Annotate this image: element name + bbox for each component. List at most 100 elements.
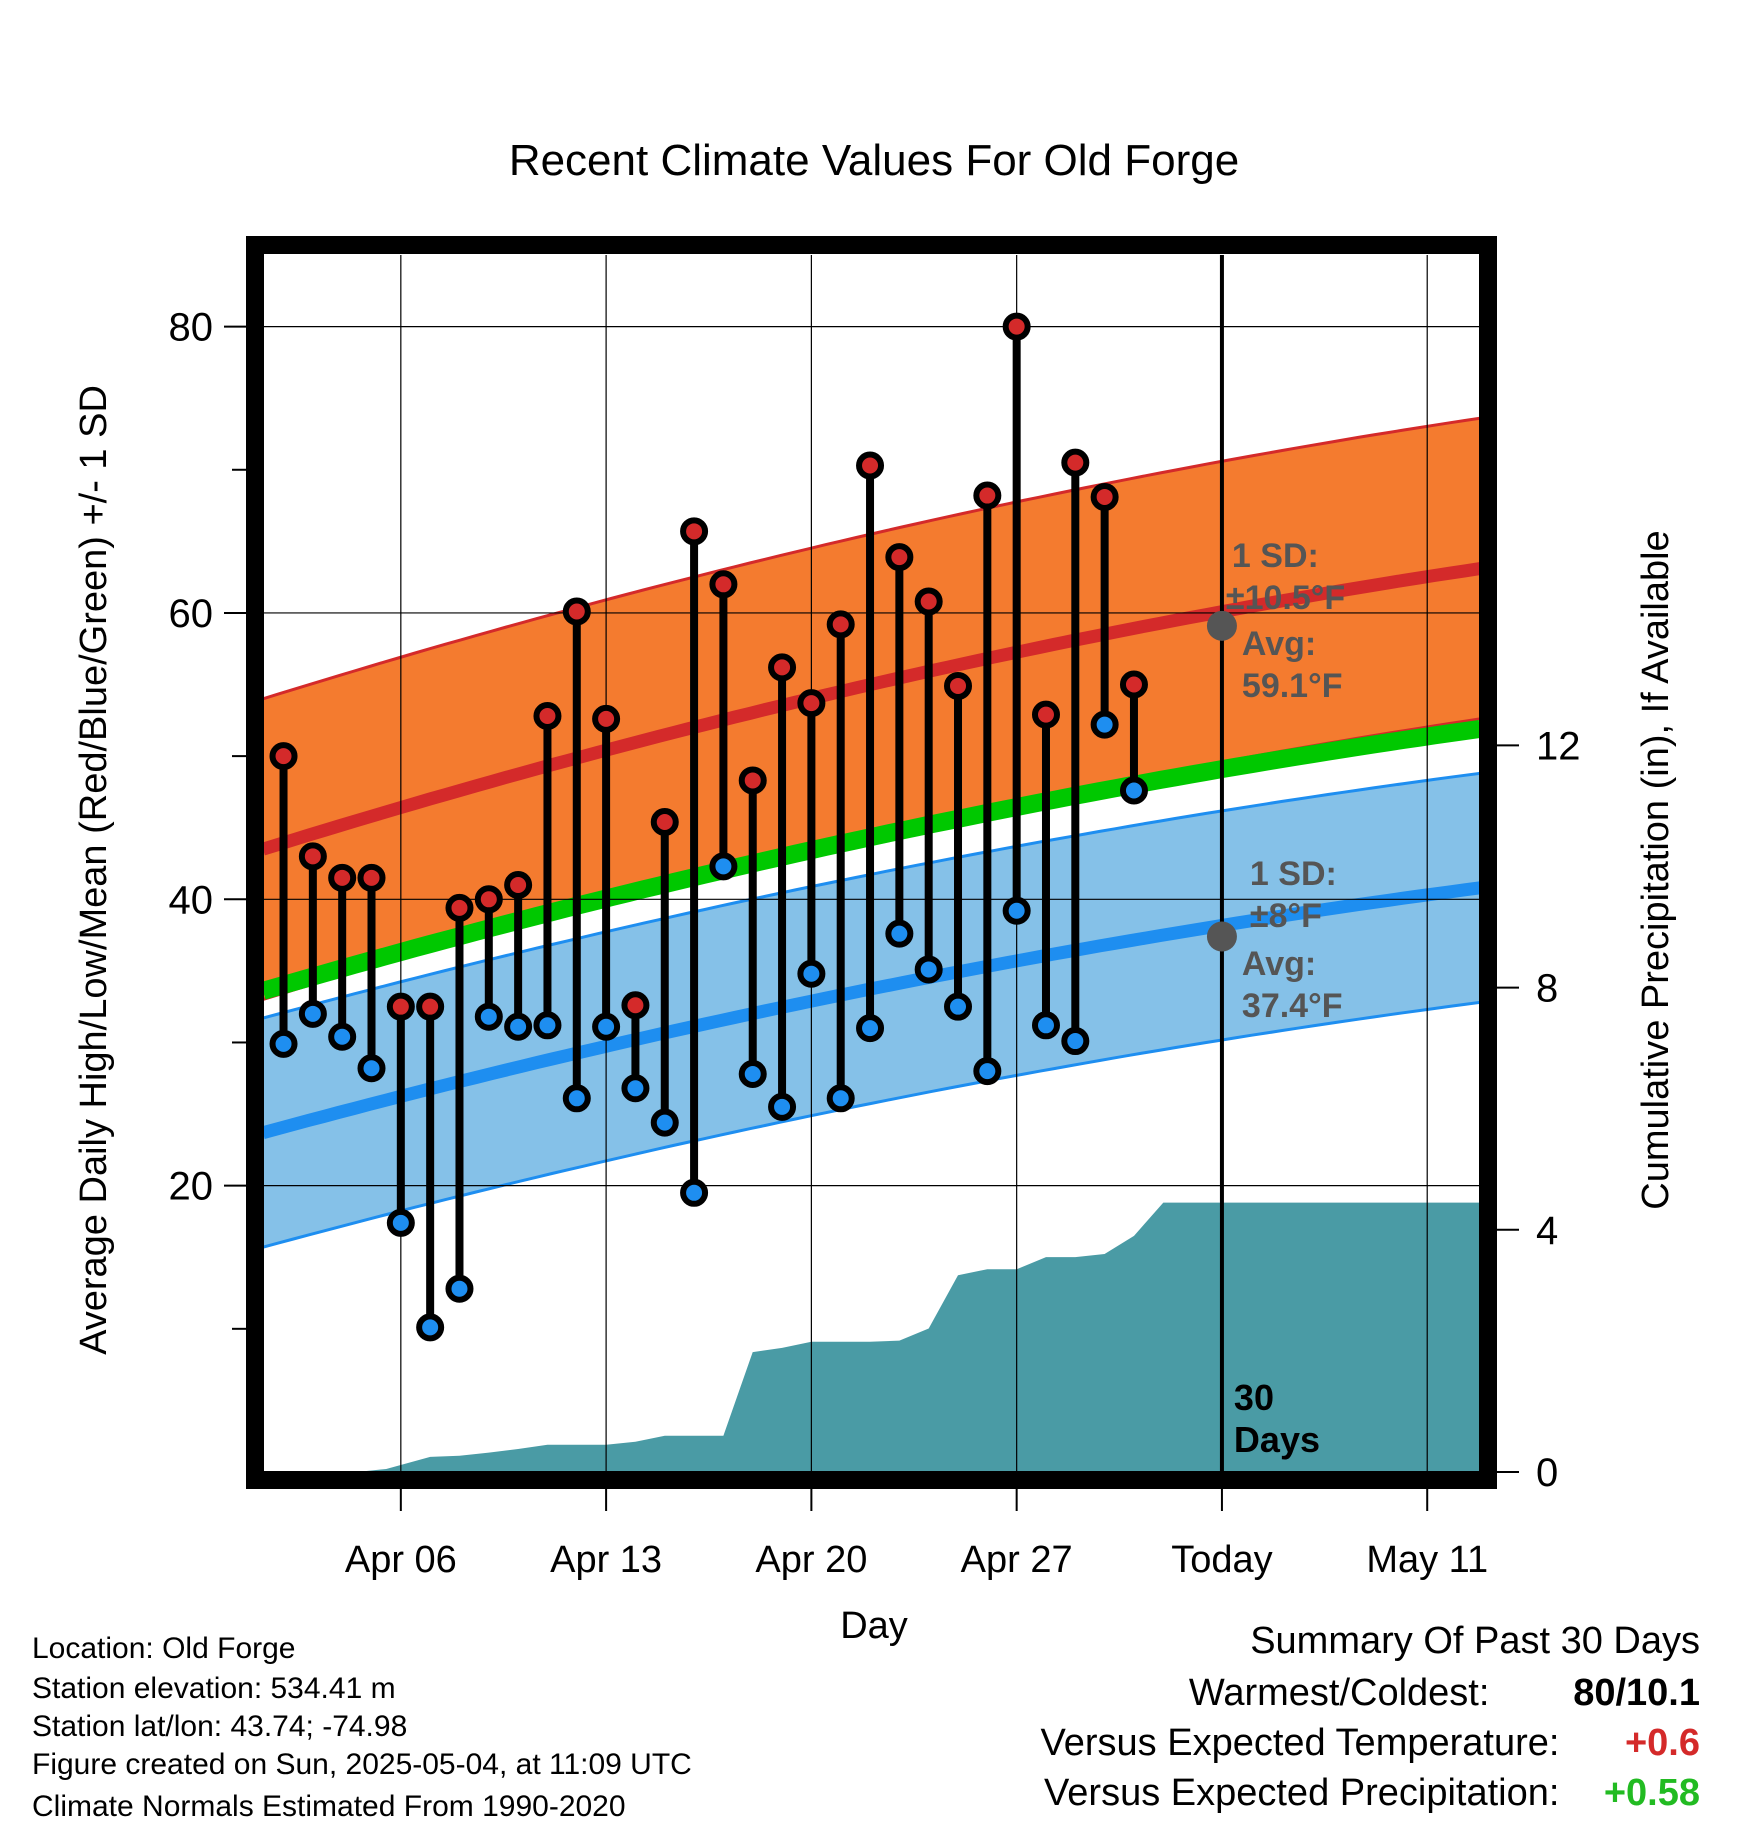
daily-low-dot (269, 1029, 298, 1058)
summary-precip-value: +0.58 (1603, 1772, 1700, 1814)
low-sd-value: ±8°F (1250, 897, 1322, 935)
daily-high-dot (621, 991, 650, 1020)
daily-low-dot (680, 1178, 709, 1207)
today-high-avg-marker (1206, 610, 1237, 641)
daily-low-dot (562, 1084, 591, 1113)
chart-title: Recent Climate Values For Old Forge (509, 136, 1239, 185)
y2-tick-label: 4 (1536, 1209, 1558, 1253)
footer-elevation: Station elevation: 534.41 m (32, 1672, 396, 1705)
daily-low-dot (621, 1074, 650, 1103)
y-tick-label: 60 (169, 592, 214, 636)
daily-high-dot (738, 766, 767, 795)
daily-low-dot (533, 1011, 562, 1040)
low-band-lower-edge (263, 1000, 1480, 1249)
x-tick-label: Today (1171, 1539, 1272, 1581)
daily-low-dot (738, 1059, 767, 1088)
daily-low-dot (445, 1274, 474, 1303)
y2-axis-label: Cumulative Precipitation (in), If Availa… (1635, 530, 1677, 1209)
summary-warmest-value: 80/10.1 (1573, 1672, 1700, 1714)
daily-low-dot (1031, 1011, 1060, 1040)
daily-low-dot (592, 1012, 621, 1041)
plot-frame (246, 236, 1497, 1489)
daily-high-dot (1031, 700, 1060, 729)
y2-tick-label: 8 (1536, 967, 1558, 1011)
footer-location: Location: Old Forge (32, 1632, 296, 1665)
daily-high-dot (885, 543, 914, 572)
daily-high-dot (328, 863, 357, 892)
footer-latlon: Station lat/lon: 43.74; -74.98 (32, 1710, 408, 1743)
high-avg-label: Avg: (1242, 625, 1316, 663)
daily-high-dot (269, 742, 298, 771)
daily-high-dot (1002, 312, 1031, 341)
daily-low-dot (973, 1057, 1002, 1086)
daily-low-dot (797, 959, 826, 988)
daily-low-dot (709, 852, 738, 881)
low-sd-label: 1 SD: (1250, 855, 1337, 893)
daily-high-dot (1061, 448, 1090, 477)
summary-temp-row: Versus Expected Temperature: +0.6 (1041, 1722, 1700, 1765)
daily-low-dot (650, 1108, 679, 1137)
daily-high-dot (298, 842, 327, 871)
daily-low-dot (1002, 896, 1031, 925)
daily-low-dot (914, 955, 943, 984)
plot-area (263, 255, 1480, 1472)
daily-high-dot (474, 885, 503, 914)
footer-created: Figure created on Sun, 2025-05-04, at 11… (32, 1748, 692, 1781)
y-tick-label: 80 (169, 306, 214, 350)
y-axis-label: Average Daily High/Low/Mean (Red/Blue/Gr… (73, 385, 115, 1355)
summary-warmest-label: Warmest/Coldest: (1188, 1672, 1490, 1714)
y2-tick-label: 0 (1536, 1451, 1558, 1495)
daily-high-dot (856, 451, 885, 480)
daily-high-dot (826, 610, 855, 639)
daily-low-dot (1090, 710, 1119, 739)
daily-high-dot (533, 702, 562, 731)
daily-low-dot (856, 1014, 885, 1043)
daily-high-dot (357, 863, 386, 892)
daily-high-dot (797, 689, 826, 718)
precipitation-area (263, 1202, 1480, 1472)
y-tick-label: 20 (169, 1165, 214, 1209)
daily-low-dot (944, 992, 973, 1021)
daily-low-dot (826, 1084, 855, 1113)
x-tick-label: Apr 06 (345, 1539, 457, 1581)
daily-low-dot (328, 1022, 357, 1051)
daily-low-dot (416, 1313, 445, 1342)
daily-high-dot (768, 653, 797, 682)
daily-low-dot (357, 1054, 386, 1083)
daily-high-dot (592, 704, 621, 733)
daily-high-dot (650, 807, 679, 836)
today-low-avg-marker (1206, 921, 1237, 952)
y2-tick-label: 12 (1536, 724, 1581, 768)
daily-low-dot (885, 919, 914, 948)
x-tick-label: Apr 27 (961, 1539, 1073, 1581)
daily-high-dot (386, 992, 415, 1021)
x-tick-label: May 11 (1366, 1539, 1488, 1581)
low-avg-value: 37.4°F (1242, 987, 1343, 1025)
low-avg-label: Avg: (1242, 945, 1316, 983)
summary-temp-label: Versus Expected Temperature: (1040, 1722, 1560, 1764)
daily-low-dot (504, 1012, 533, 1041)
summary-precip-row: Versus Expected Precipitation: +0.58 (1044, 1772, 1700, 1815)
summary-precip-label: Versus Expected Precipitation: (1044, 1772, 1560, 1814)
summary-warmest-row: Warmest/Coldest: 80/10.1 (1189, 1672, 1700, 1715)
daily-low-dot (1061, 1027, 1090, 1056)
daily-high-dot (504, 870, 533, 899)
daily-high-dot (416, 992, 445, 1021)
high-sd-value: ±10.5°F (1226, 579, 1345, 617)
x-tick-label: Apr 20 (755, 1539, 867, 1581)
days-count-label: 30 (1234, 1377, 1274, 1418)
daily-low-dot (768, 1092, 797, 1121)
x-axis-label: Day (840, 1605, 908, 1647)
daily-high-dot (1090, 482, 1119, 511)
daily-high-dot (1119, 670, 1148, 699)
days-word-label: Days (1234, 1419, 1320, 1460)
daily-high-dot (445, 893, 474, 922)
daily-high-dot (680, 517, 709, 546)
daily-high-dot (709, 570, 738, 599)
x-tick-label: Apr 13 (550, 1539, 662, 1581)
daily-low-dot (386, 1208, 415, 1237)
daily-high-dot (973, 481, 1002, 510)
daily-high-dot (914, 587, 943, 616)
daily-low-dot (474, 1002, 503, 1031)
